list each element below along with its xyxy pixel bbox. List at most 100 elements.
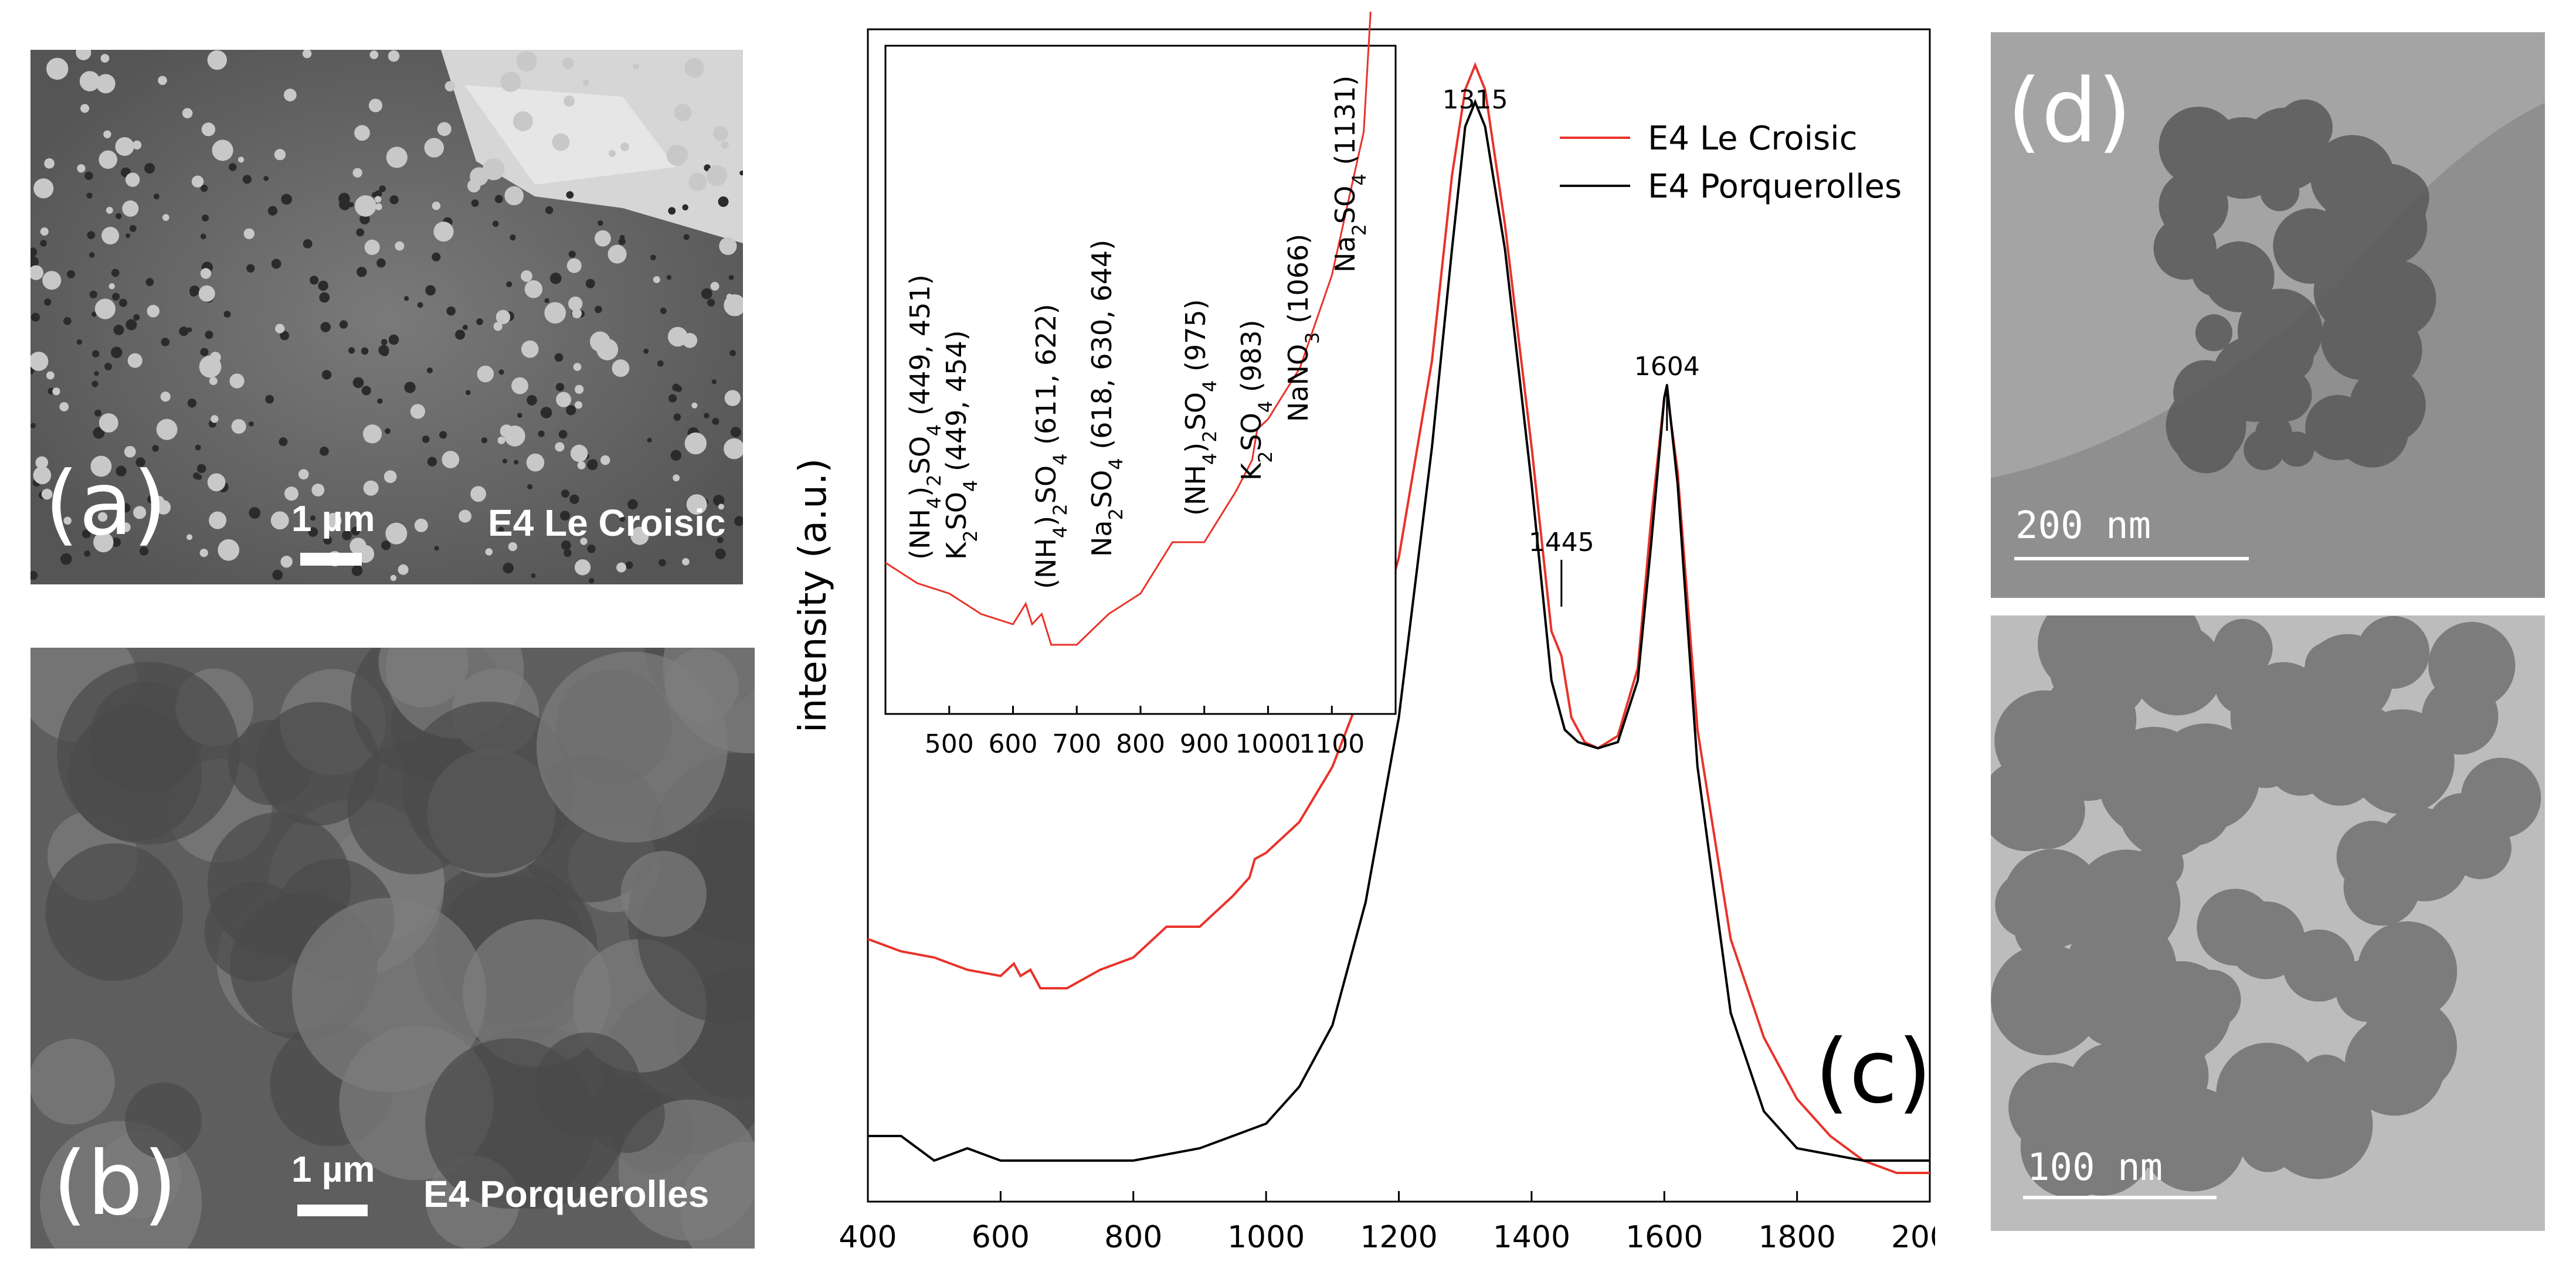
pore: [404, 382, 416, 393]
particle: [90, 455, 112, 477]
pore: [666, 275, 672, 280]
particle: [199, 549, 208, 557]
legend-label-porquerolles: E4 Porquerolles: [1648, 168, 1902, 206]
soot-particle: [2106, 615, 2203, 691]
sem-texture-a: [30, 50, 743, 584]
pore: [249, 507, 261, 519]
pore: [538, 430, 545, 437]
particle: [364, 239, 380, 255]
particle: [147, 305, 160, 318]
particle: [573, 363, 582, 371]
pore: [144, 163, 155, 174]
particle: [504, 186, 524, 206]
soot-particle: [2136, 841, 2184, 889]
particle: [564, 95, 575, 107]
pore: [76, 339, 83, 345]
inset-annotation: K2SO4 (983): [1236, 319, 1277, 481]
particle: [724, 294, 743, 317]
pore: [94, 409, 102, 417]
pore: [121, 503, 131, 513]
pore: [187, 327, 192, 332]
pore: [701, 288, 712, 300]
pore: [540, 407, 552, 419]
pore: [566, 405, 576, 416]
particle: [238, 157, 245, 163]
particle: [608, 149, 616, 157]
tem-texture-bottom: [1991, 615, 2541, 1198]
pore: [271, 258, 281, 269]
scale-label-d-bottom: 100 nm: [2027, 1146, 2163, 1189]
pore: [319, 292, 330, 303]
pore: [323, 536, 332, 545]
particle: [686, 494, 707, 515]
inset-annotation: NaNO3 (1066): [1282, 234, 1323, 422]
caption-b: E4 Porquerolles: [423, 1173, 710, 1215]
pore: [82, 529, 91, 539]
pore: [179, 326, 189, 336]
particle: [612, 359, 630, 377]
particle: [270, 511, 289, 530]
crystal: [256, 702, 380, 826]
particle: [349, 538, 366, 555]
particle: [691, 402, 698, 409]
particle: [79, 71, 100, 91]
pore: [561, 489, 570, 498]
pore: [434, 546, 439, 551]
inset-x-tick-label: 900: [1180, 729, 1229, 759]
pore: [303, 239, 313, 249]
pore: [388, 334, 399, 345]
particle: [616, 562, 627, 573]
particle: [570, 444, 588, 462]
pore: [91, 350, 100, 358]
pore: [320, 446, 329, 456]
particle: [97, 512, 108, 522]
particle: [121, 522, 131, 532]
particle: [555, 442, 565, 452]
pore: [113, 324, 124, 335]
pore: [506, 281, 513, 287]
pore: [152, 445, 159, 452]
series-line: [868, 98, 1930, 1162]
particle: [207, 473, 226, 492]
particle: [52, 387, 60, 396]
inset-frame: [884, 45, 1397, 715]
pore: [729, 349, 736, 356]
pore: [657, 360, 664, 367]
x-tick-label: 2000: [1891, 1220, 1935, 1255]
particle: [354, 195, 376, 217]
particle: [77, 164, 86, 173]
particle: [46, 57, 69, 80]
particle: [552, 133, 570, 151]
particle: [99, 150, 117, 169]
particle: [589, 331, 610, 352]
pore: [187, 399, 197, 408]
crystal: [204, 881, 305, 982]
pore: [503, 562, 514, 574]
particle: [398, 564, 409, 575]
pore: [355, 525, 362, 532]
particle: [459, 509, 471, 523]
scalebar-a: [300, 553, 362, 566]
pore: [280, 331, 290, 341]
particle: [186, 534, 193, 540]
particle: [508, 542, 518, 552]
pore: [229, 163, 237, 171]
particle: [33, 178, 54, 199]
crystal: [589, 1077, 665, 1153]
legend-label-le-croisic: E4 Le Croisic: [1648, 120, 1858, 158]
particle: [115, 137, 134, 157]
peak-label: 1445: [1529, 528, 1594, 557]
pore: [555, 383, 565, 392]
particle: [162, 214, 169, 221]
pore: [728, 275, 734, 280]
pore: [389, 195, 399, 205]
particle: [388, 50, 400, 62]
soot-particle: [2244, 429, 2285, 471]
pore: [263, 176, 269, 181]
pore: [223, 311, 231, 318]
particle: [368, 98, 383, 113]
particle: [544, 302, 566, 324]
scalebar-d-bottom: [2023, 1196, 2217, 1199]
pore: [554, 353, 564, 362]
soot-particle: [2098, 726, 2209, 838]
